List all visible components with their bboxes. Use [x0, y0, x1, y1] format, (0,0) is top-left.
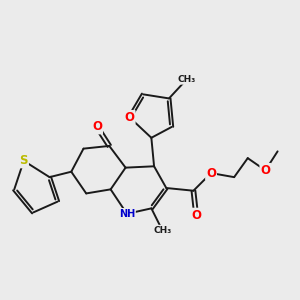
Text: S: S: [20, 154, 28, 167]
Text: O: O: [92, 120, 102, 134]
Text: CH₃: CH₃: [178, 75, 196, 84]
Text: O: O: [124, 111, 135, 124]
Text: O: O: [260, 164, 270, 177]
Text: CH₃: CH₃: [153, 226, 171, 235]
Text: O: O: [206, 167, 216, 180]
Text: NH: NH: [119, 209, 135, 219]
Text: O: O: [191, 209, 201, 222]
